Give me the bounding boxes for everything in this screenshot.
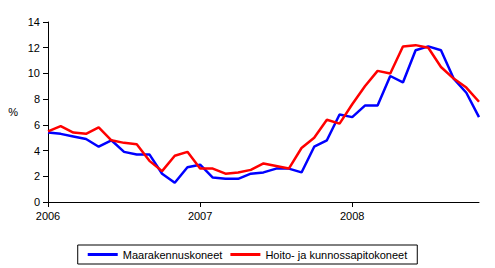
svg-text:4: 4 [34,145,40,157]
svg-text:Maarakennuskoneet: Maarakennuskoneet [123,249,223,261]
svg-text:2007: 2007 [188,210,212,222]
svg-text:%: % [8,106,18,118]
svg-text:8: 8 [34,93,40,105]
svg-text:Hoito- ja kunnossapitokoneet: Hoito- ja kunnossapitokoneet [265,249,407,261]
svg-text:2: 2 [34,170,40,182]
svg-text:6: 6 [34,119,40,131]
svg-text:14: 14 [28,16,40,28]
svg-text:12: 12 [28,42,40,54]
svg-text:0: 0 [34,196,40,208]
svg-text:10: 10 [28,67,40,79]
svg-text:2008: 2008 [340,210,364,222]
svg-text:2006: 2006 [36,210,60,222]
